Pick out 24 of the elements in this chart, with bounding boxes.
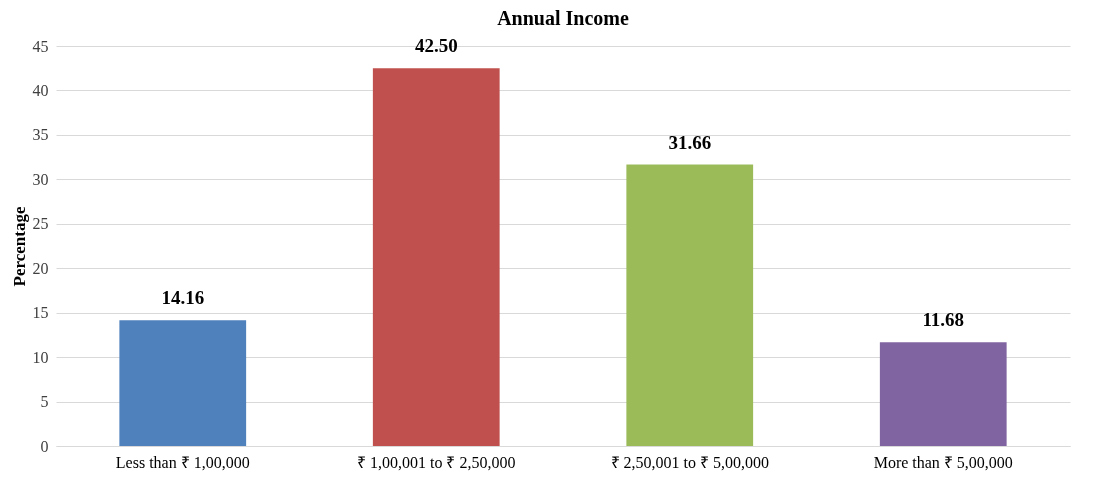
- y-axis-title: Percentage: [9, 206, 29, 287]
- y-tick-label: 15: [32, 304, 49, 322]
- y-tick-label: 35: [32, 126, 49, 144]
- x-tick-label: More than ₹ 5,00,000: [873, 453, 1013, 471]
- x-tick-label: ₹ 2,50,001 to ₹ 5,00,000: [610, 453, 769, 471]
- data-label: 42.50: [414, 35, 458, 57]
- bar: [119, 320, 247, 446]
- y-tick-label: 25: [32, 215, 49, 233]
- y-tick-label: 30: [32, 170, 49, 188]
- y-tick-label: 20: [32, 259, 49, 277]
- chart-title: Annual Income: [497, 7, 629, 30]
- y-tick-label: 40: [32, 81, 49, 99]
- data-label: 11.68: [922, 309, 965, 331]
- x-tick-label: ₹ 1,00,001 to ₹ 2,50,000: [357, 453, 516, 471]
- bar: [372, 68, 500, 446]
- bar: [626, 164, 754, 446]
- x-tick-label: Less than ₹ 1,00,000: [115, 453, 250, 471]
- data-label: 31.66: [668, 131, 712, 153]
- data-label: 14.16: [161, 287, 205, 309]
- y-tick-label: 45: [32, 37, 49, 55]
- bar: [879, 342, 1007, 446]
- y-tick-label: 0: [40, 437, 49, 455]
- y-tick-label: 5: [40, 393, 49, 411]
- y-tick-label: 10: [32, 348, 49, 366]
